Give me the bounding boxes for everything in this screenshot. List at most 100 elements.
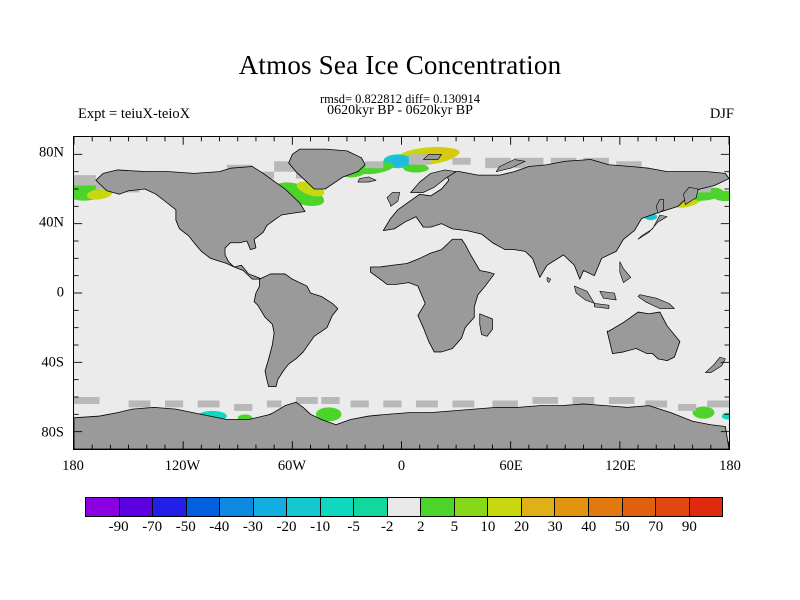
sea-ice-block-35 [608, 397, 635, 404]
sea-ice-block-37 [678, 403, 697, 411]
sea-ice-block-12 [485, 157, 511, 169]
colorbar-cell-12 [488, 498, 522, 516]
world-map-svg [74, 137, 729, 449]
land-antarctica [74, 401, 729, 449]
colorbar-cell-2 [153, 498, 187, 516]
colorbar-tick-0: -90 [108, 519, 129, 535]
x-tick-2: 60W [277, 458, 307, 474]
colorbar [85, 497, 723, 517]
experiment-label: Expt = teiuX-teioX [78, 106, 191, 122]
map-plot-area [73, 136, 730, 450]
colorbar-cell-18 [689, 498, 723, 516]
period-annotation: 0620kyr BP - 0620kyr BP [327, 103, 473, 118]
land-layer [74, 148, 729, 449]
sea-ice-block-25 [266, 400, 282, 408]
y-tick-4: 80S [41, 424, 64, 441]
sea-ice-block-19 [696, 185, 711, 193]
colorbar-cell-6 [287, 498, 321, 516]
sea-ice-block-22 [164, 400, 184, 408]
y-tick-2: 0 [56, 284, 64, 301]
colorbar-tick-13: 30 [547, 519, 563, 535]
sea-ice-block-33 [532, 397, 558, 404]
colorbar-tick-5: -20 [276, 519, 297, 535]
axis-tick-layer [74, 137, 729, 449]
x-tick-1: 120W [164, 458, 201, 474]
colorbar-tick-2: -50 [175, 519, 196, 535]
land-borneo [599, 290, 617, 301]
colorbar-cell-13 [521, 498, 556, 516]
sea-ice-block-26 [295, 397, 318, 404]
sea-ice-block-32 [492, 400, 518, 408]
land-iceland [357, 176, 377, 183]
land-java [594, 303, 610, 309]
land-kamchatka [683, 186, 699, 205]
anomaly-norwegian-sea [403, 163, 429, 173]
land-sakhalin [655, 199, 664, 214]
colorbar-cell-1 [119, 498, 154, 516]
colorbar-cell-14 [555, 498, 589, 516]
sea-ice-block-6 [274, 161, 296, 172]
sea-ice-block-28 [350, 400, 369, 408]
colorbar-tick-4: -30 [242, 519, 263, 535]
colorbar-cell-3 [186, 498, 221, 516]
sea-ice-block-10 [408, 154, 431, 165]
colorbar-tick-6: -10 [310, 519, 331, 535]
colorbar-tick-14: 40 [581, 519, 597, 535]
colorbar-cell-16 [622, 498, 657, 516]
y-tick-3: 40S [41, 354, 64, 371]
sea-ice-block-11 [452, 157, 471, 165]
sea-ice-block-38 [707, 400, 729, 408]
colorbar-cell-15 [588, 498, 623, 516]
land-japan [637, 214, 668, 240]
figure-title: Atmos Sea Ice Concentration [238, 50, 562, 80]
rmsd-annotation: rmsd= 0.822812 diff= 0.130914 [319, 92, 481, 106]
land-sumatra [574, 285, 595, 304]
land-new-zealand [705, 356, 726, 374]
x-tick-6: 180 [719, 458, 741, 474]
anomaly-ross-sea [692, 406, 715, 419]
sea-ice-block-24 [234, 403, 253, 411]
land-greenland [288, 148, 366, 190]
land-sri-lanka [546, 277, 551, 283]
colorbar-tick-1: -70 [142, 519, 163, 535]
sea-ice-block-0 [74, 175, 96, 186]
land-madagascar [479, 313, 493, 337]
land-philippines [619, 261, 632, 283]
sea-ice-block-30 [416, 400, 438, 408]
colorbar-cell-9 [387, 498, 422, 516]
colorbar-tick-10: 5 [450, 519, 459, 535]
sea-ice-block-13 [514, 157, 544, 169]
sea-ice-block-21 [128, 400, 151, 408]
sea-ice-block-20 [74, 397, 100, 404]
season-label: DJF [709, 106, 734, 122]
sea-ice-block-36 [645, 400, 668, 408]
land-new-guinea [637, 294, 675, 309]
anomaly-bering-west [74, 184, 87, 197]
land-north-america [95, 166, 306, 280]
x-tick-3: 0 [397, 458, 406, 474]
anomaly-bering-core [86, 188, 113, 200]
anomaly-greenland-core [390, 157, 409, 166]
colorbar-tick-17: 90 [681, 519, 697, 535]
land-australia [606, 311, 681, 361]
land-south-america [253, 273, 339, 387]
x-tick-4: 60E [499, 458, 523, 474]
sea-ice-block-29 [383, 400, 402, 408]
land-british-isles [386, 192, 400, 207]
sea-ice-block-23 [197, 400, 220, 408]
colorbar-tick-11: 10 [480, 519, 496, 535]
anomaly-kuril-e [712, 190, 729, 202]
colorbar-cell-7 [320, 498, 355, 516]
x-tick-5: 120E [605, 458, 636, 474]
colorbar-tick-8: -2 [380, 519, 394, 535]
colorbar-tick-12: 20 [514, 519, 529, 535]
colorbar-cell-17 [656, 498, 690, 516]
y-tick-0: 80N [39, 144, 64, 161]
land-svalbard [423, 154, 442, 160]
colorbar-tick-15: 50 [614, 519, 630, 535]
colorbar-cell-5 [253, 498, 288, 516]
colorbar-cell-8 [354, 498, 388, 516]
x-tick-0: 180 [62, 458, 84, 474]
colorbar-cell-10 [421, 498, 455, 516]
